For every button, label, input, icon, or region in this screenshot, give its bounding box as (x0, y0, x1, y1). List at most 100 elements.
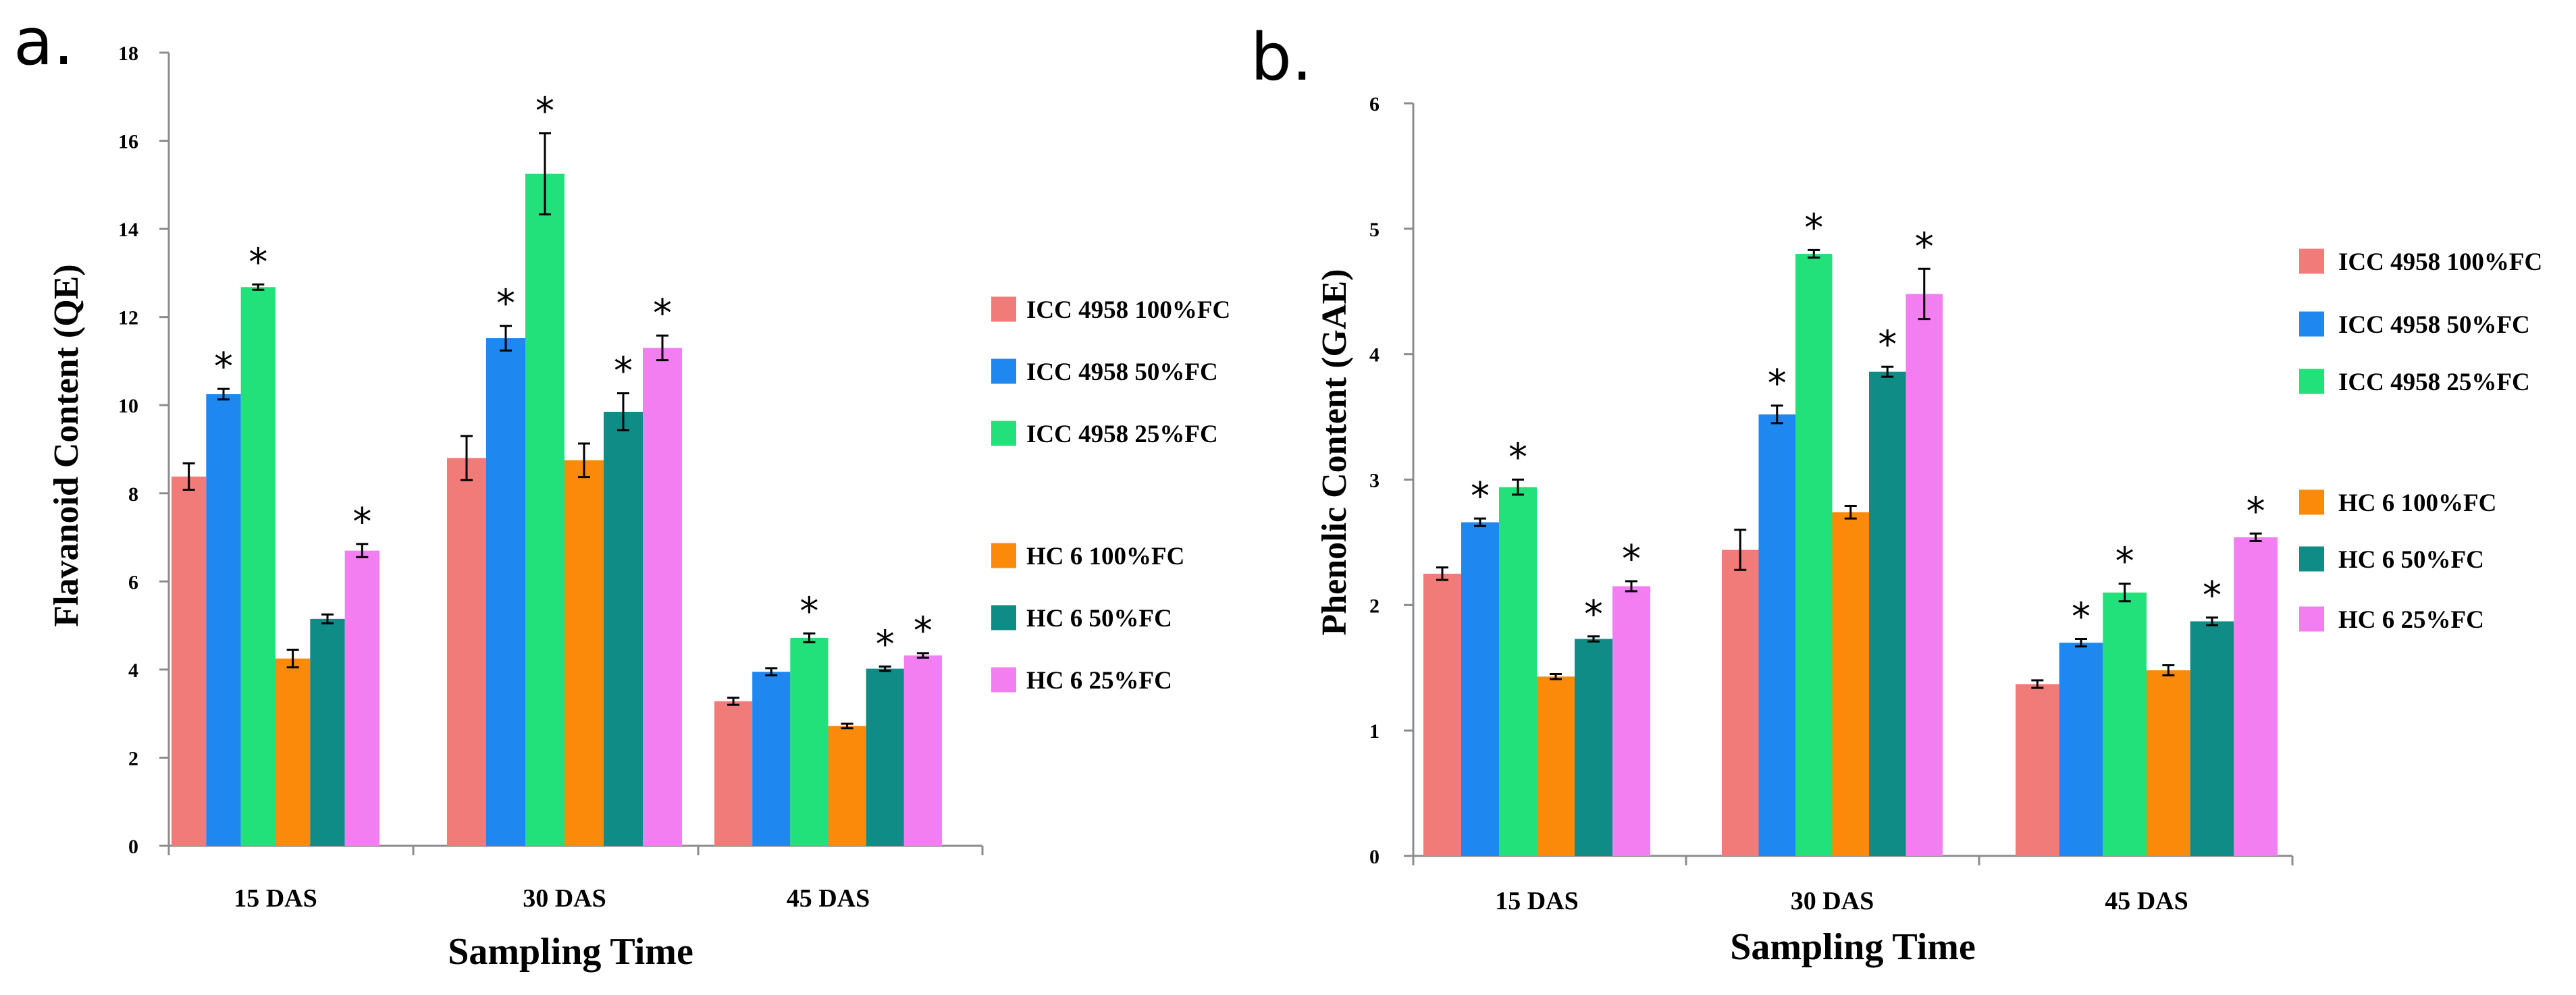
bar-45-das-s3 (828, 726, 866, 846)
bar-30-das-s1 (1758, 414, 1795, 856)
legend-swatch (991, 605, 1016, 630)
bar-30-das-s4 (604, 412, 643, 846)
chart-panel-a: a. Flavanoid Content (QE) 0 2 4 6 8 10 12 14 16 18 *… (14, 4, 1230, 973)
y-tick-label: 16 (118, 131, 138, 153)
legend-swatch (2299, 248, 2324, 274)
bar-45-das-s0 (2016, 684, 2059, 856)
x-tick-label: 30 DAS (523, 884, 606, 913)
bar-30-das-s5 (1905, 294, 1943, 856)
legend-entry: ICC 4958 50%FC (1026, 358, 1218, 386)
significance-star: * (1768, 362, 1787, 406)
significance-star: * (496, 282, 515, 326)
legend-swatch (991, 358, 1016, 384)
bar-15-das-s3 (275, 658, 311, 846)
legend-swatch (2299, 489, 2324, 515)
bar-15-das-s0 (172, 476, 207, 846)
legend-swatch (991, 543, 1016, 568)
y-tick-label: 4 (128, 660, 138, 682)
y-axis-label: Flavanoid Content (QE) (47, 264, 86, 626)
significance-star: * (2203, 574, 2222, 618)
y-tick-label: 12 (118, 307, 138, 329)
y-tick-label: 14 (118, 219, 138, 241)
x-tick-label: 30 DAS (1791, 887, 1874, 915)
significance-star: * (2072, 595, 2091, 639)
y-tick-label: 0 (1369, 846, 1379, 868)
y-tick-label: 2 (1369, 595, 1379, 617)
legend-swatch (2299, 369, 2324, 394)
bar-45-das-s5 (2234, 537, 2278, 856)
bar-30-das-s1 (486, 338, 525, 846)
significance-star: * (799, 589, 818, 633)
legend-entry: ICC 4958 25%FC (1026, 421, 1218, 448)
bar-15-das-s2 (240, 287, 275, 846)
x-tick-label: 45 DAS (2105, 887, 2188, 915)
bar-45-das-s1 (752, 672, 791, 846)
bar-45-das-s5 (903, 655, 942, 846)
y-tick-label: 18 (118, 43, 138, 65)
legend-entry: HC 6 100%FC (1026, 543, 1184, 570)
bar-15-das-s4 (310, 618, 345, 846)
significance-star: * (1878, 323, 1897, 367)
significance-star: * (1804, 206, 1823, 250)
panel-label: a. (14, 4, 74, 80)
significance-star: * (248, 240, 267, 284)
significance-star: * (1915, 225, 1934, 269)
bar-30-das-s4 (1869, 371, 1906, 856)
bar-30-das-s2 (1795, 254, 1833, 856)
legend-entry: ICC 4958 100%FC (2338, 248, 2542, 276)
y-tick-label: 8 (128, 483, 138, 506)
legend: ICC 4958 100%FC ICC 4958 50%FC ICC 4958 25… (991, 296, 1230, 695)
bar-45-das-s1 (2059, 643, 2103, 856)
bar-30-das-s3 (1832, 512, 1869, 856)
significance-star: * (214, 345, 233, 389)
bar-45-das-s4 (2190, 621, 2234, 856)
significance-star: * (914, 610, 932, 653)
y-axis-label: Phenolic Content (GAE) (1315, 269, 1354, 635)
legend-swatch (991, 296, 1016, 322)
significance-star: * (352, 500, 371, 544)
bar-45-das-s3 (2147, 670, 2190, 856)
legend-swatch (2299, 546, 2324, 572)
x-tick-label: 45 DAS (787, 884, 870, 913)
significance-star: * (1508, 436, 1527, 480)
bar-45-das-s2 (790, 637, 829, 846)
x-axis-label: Sampling Time (448, 931, 693, 973)
bar-15-das-s5 (1612, 586, 1650, 856)
legend-swatch (2299, 311, 2324, 337)
bar-15-das-s1 (206, 394, 241, 846)
bar-45-das-s4 (866, 668, 904, 846)
bar-30-das-s0 (1722, 549, 1759, 856)
legend-swatch (991, 421, 1016, 446)
legend-entry: ICC 4958 25%FC (2338, 369, 2530, 396)
significance-star: * (1622, 537, 1641, 581)
bar-45-das-s0 (714, 701, 753, 846)
x-axis-label: Sampling Time (1730, 926, 1976, 968)
legend-swatch (991, 667, 1016, 693)
x-tick-label: 15 DAS (1495, 887, 1579, 915)
panel-label: b. (1251, 20, 1312, 95)
y-tick-label: 10 (118, 395, 138, 417)
bar-45-das-s2 (2103, 592, 2147, 856)
bar-15-das-s3 (1537, 676, 1575, 856)
significance-star: * (2246, 489, 2265, 533)
bar-15-das-s1 (1461, 522, 1499, 856)
bar-15-das-s4 (1575, 639, 1612, 856)
y-tick-label: 6 (1369, 93, 1379, 115)
significance-star: * (653, 292, 672, 335)
significance-star: * (614, 350, 633, 394)
bar-30-das-s3 (564, 460, 604, 846)
legend-swatch (2299, 606, 2324, 632)
bar-15-das-s0 (1423, 573, 1461, 856)
chart-panel-b: b. Phenolic Content (GAE) 0 1 2 3 4 5 6 * * * * 15 DA… (1251, 20, 2542, 968)
y-tick-label: 5 (1369, 219, 1379, 241)
significance-star: * (535, 89, 554, 133)
legend-entry: ICC 4958 50%FC (2338, 311, 2530, 339)
bar-30-das-s0 (447, 458, 486, 846)
significance-star: * (876, 622, 895, 666)
y-tick-label: 6 (128, 571, 138, 593)
y-tick-label: 2 (128, 747, 138, 770)
legend-entry: HC 6 25%FC (1026, 667, 1172, 695)
significance-star: * (1471, 475, 1490, 518)
legend-entry: HC 6 100%FC (2338, 489, 2496, 517)
